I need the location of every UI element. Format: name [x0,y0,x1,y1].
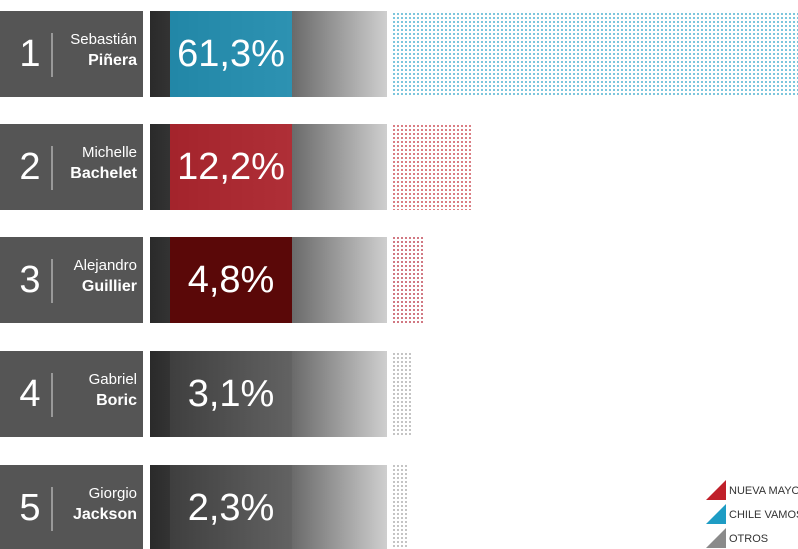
legend-icon [706,504,726,524]
legend-label: CHILE VAMOS [729,509,798,521]
value-label: 2,3% [188,487,275,529]
last-name: Boric [96,392,137,409]
first-name: Sebastián [70,31,137,48]
last-name: Guillier [82,278,137,295]
bar [392,124,473,210]
bar [392,351,413,437]
rank: 2 [19,146,40,188]
bar [392,11,798,97]
legend-icon [706,480,726,500]
legend-label: OTROS [729,533,768,545]
rank: 5 [19,487,40,529]
last-name: Piñera [88,52,137,69]
value-label: 61,3% [177,33,285,75]
last-name: Bachelet [70,165,137,182]
last-name: Jackson [73,506,137,523]
first-name: Michelle [82,144,137,161]
legend-icon [706,528,726,548]
first-name: Giorgio [89,485,137,502]
bar [392,465,407,549]
rank: 1 [19,33,40,75]
value-label: 3,1% [188,373,275,415]
first-name: Alejandro [74,257,137,274]
rank: 3 [19,259,40,301]
bar [392,237,424,323]
value-label: 12,2% [177,146,285,188]
legend-label: NUEVA MAYORÍA [729,484,798,497]
infographic: 1 Sebastián Piñera 61,3% 2 Michelle Bachelet 12… [0,0,798,549]
first-name: Gabriel [89,371,137,388]
rank: 4 [19,373,40,415]
value-label: 4,8% [188,259,275,301]
